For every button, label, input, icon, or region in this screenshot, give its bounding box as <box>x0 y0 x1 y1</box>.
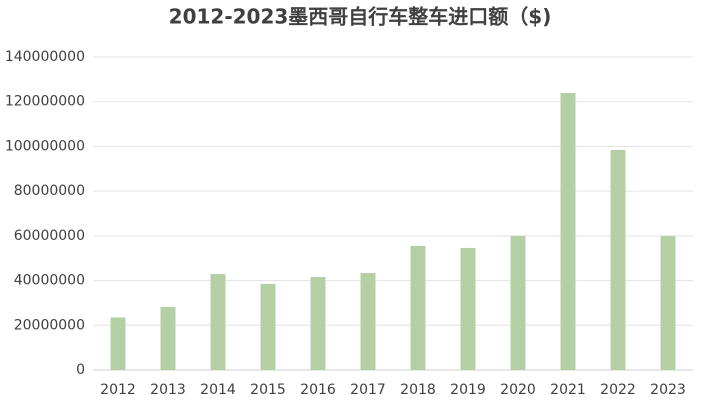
y-tick-label: 120000000 <box>5 94 85 110</box>
bar <box>510 236 526 370</box>
x-tick-label: 2020 <box>500 382 536 398</box>
x-tick-label: 2013 <box>150 382 186 398</box>
x-tick-label: 2014 <box>200 382 236 398</box>
x-tick-label: 2021 <box>550 382 586 398</box>
bar <box>660 236 676 370</box>
bar <box>160 306 176 370</box>
bar <box>110 317 126 370</box>
bar <box>360 272 376 370</box>
y-tick-label: 140000000 <box>5 49 85 65</box>
bar <box>210 274 226 370</box>
bar <box>560 92 576 371</box>
x-tick-label: 2016 <box>300 382 336 398</box>
bar <box>460 247 476 370</box>
y-tick-label: 80000000 <box>14 183 85 199</box>
x-tick-label: 2018 <box>400 382 436 398</box>
x-tick-label: 2017 <box>350 382 386 398</box>
y-tick-label: 40000000 <box>14 273 85 289</box>
chart-title: 2012-2023墨西哥自行车整车进口额（$) <box>169 5 552 29</box>
y-tick-label: 60000000 <box>14 228 85 244</box>
x-tick-label: 2015 <box>250 382 286 398</box>
x-tick-label: 2012 <box>100 382 136 398</box>
x-tick-label: 2019 <box>450 382 486 398</box>
y-tick-label: 20000000 <box>14 317 85 333</box>
bar <box>610 150 626 370</box>
bar <box>410 245 426 370</box>
x-tick-label: 2023 <box>650 382 686 398</box>
bar <box>310 276 326 370</box>
x-tick-label: 2022 <box>600 382 636 398</box>
y-tick-label: 100000000 <box>5 138 85 154</box>
y-tick-label: 0 <box>76 362 85 378</box>
bar <box>260 283 276 370</box>
